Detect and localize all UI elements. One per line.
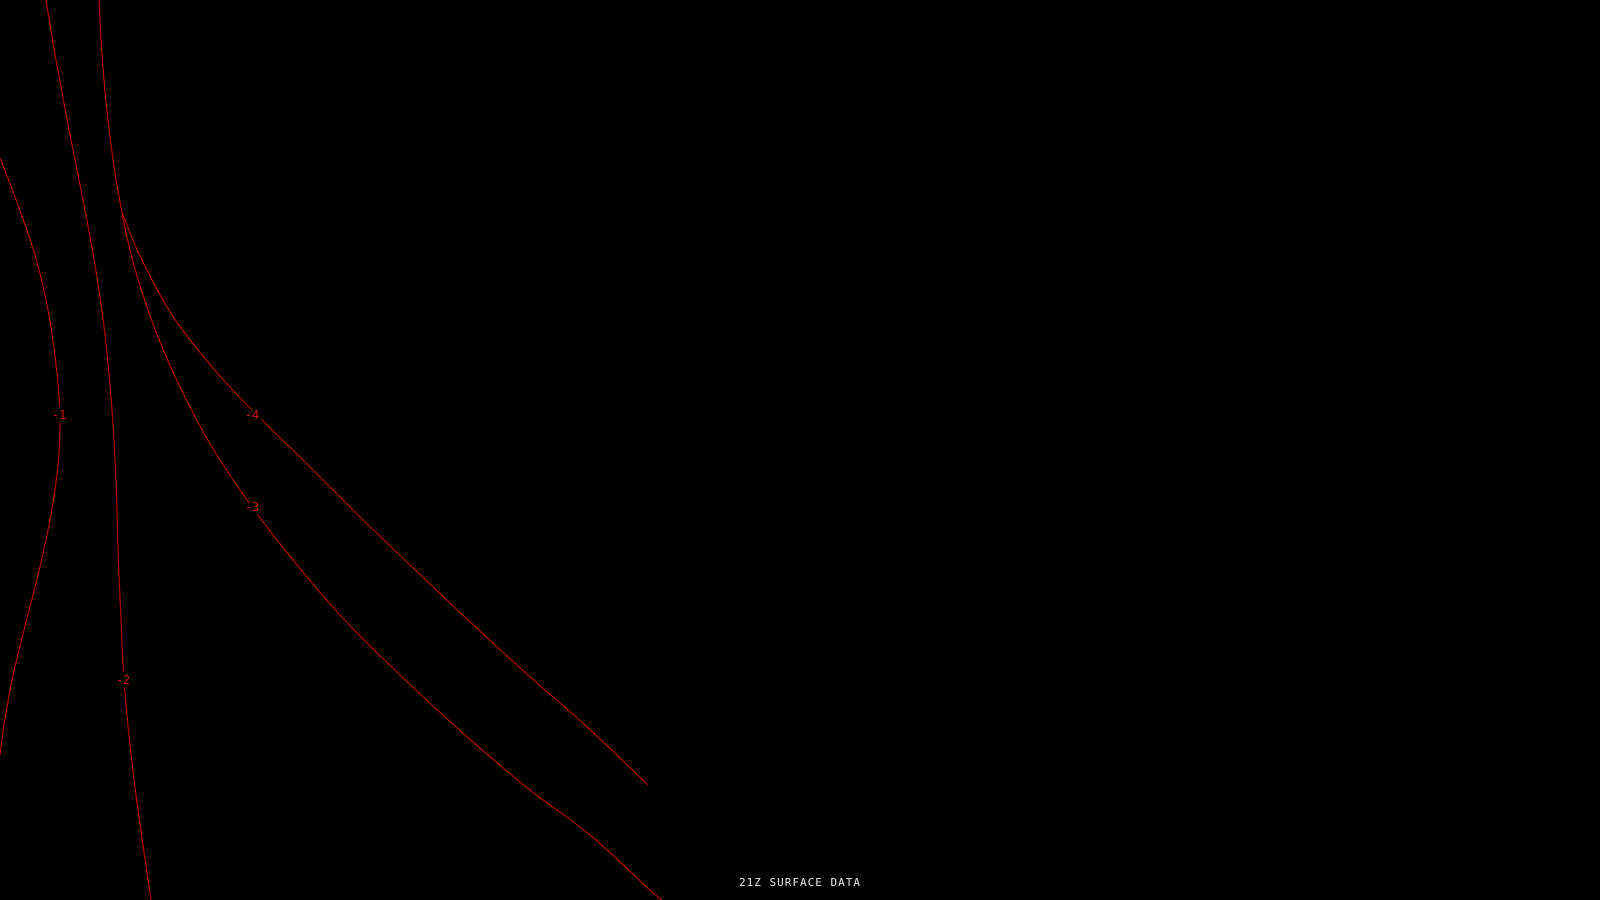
chart-title: 21Z SURFACE DATA — [739, 876, 861, 889]
contour-line--1 — [0, 157, 61, 756]
contour-label--2: -2 — [116, 673, 130, 687]
contour-label--1: -1 — [52, 408, 66, 422]
contour-line--3 — [98, 0, 663, 900]
contour-line--4 — [121, 211, 649, 786]
contour-label--3: -3 — [245, 500, 259, 514]
contour-label--4: -4 — [245, 408, 259, 422]
contour-line--2 — [45, 0, 152, 900]
